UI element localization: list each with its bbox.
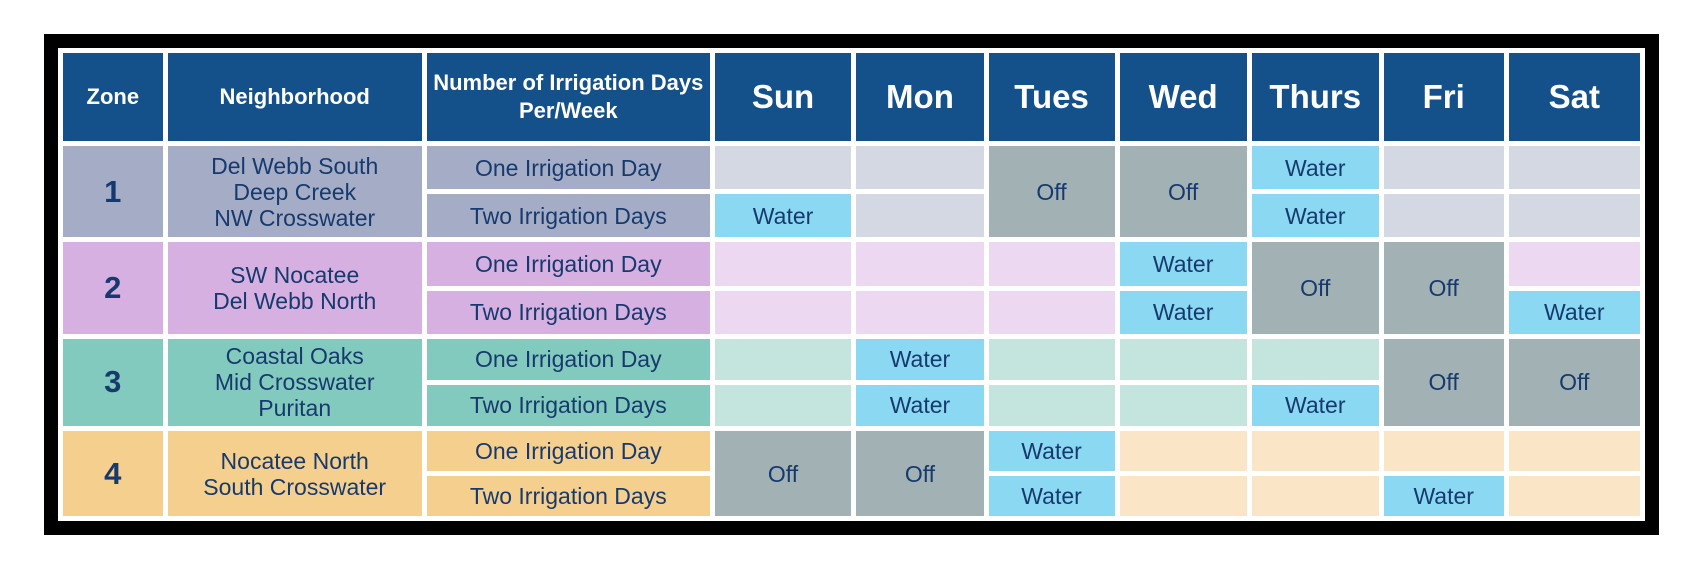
- one-irrigation-day-label: One Irrigation Day: [426, 146, 710, 190]
- empty-cell-thurs: [1251, 475, 1379, 516]
- header-zone: Zone: [63, 53, 163, 141]
- neighborhood-cell: Del Webb South Deep Creek NW Crosswater: [167, 146, 422, 238]
- water-cell-wed: Water: [1119, 242, 1247, 286]
- water-cell-mon: Water: [856, 384, 984, 426]
- header-fri: Fri: [1383, 53, 1504, 141]
- neighborhood-name: South Crosswater: [203, 473, 387, 500]
- two-irrigation-days-label: Two Irrigation Days: [426, 384, 710, 426]
- neighborhood-cell: Nocatee North South Crosswater: [167, 431, 422, 516]
- zone-4-one-day-row: 4 Nocatee North South Crosswater One Irriga…: [63, 431, 1640, 516]
- one-irrigation-day-label: One Irrigation Day: [426, 242, 710, 286]
- two-irrigation-days-label: Two Irrigation Days: [426, 194, 710, 238]
- empty-cell-mon: [856, 146, 984, 190]
- empty-cell-sat: [1508, 475, 1640, 516]
- water-cell-wed: Water: [1119, 290, 1247, 334]
- header-days-per-week: Number of Irrigation Days Per/Week: [426, 53, 710, 141]
- schedule-body: 1 Del Webb South Deep Creek NW Crosswater On…: [63, 146, 1640, 516]
- off-cell-sun: Off: [714, 431, 852, 516]
- neighborhood-cell: SW Nocatee Del Webb North: [167, 242, 422, 334]
- neighborhood-name: Coastal Oaks: [225, 343, 364, 370]
- zone-1-one-day-row: 1 Del Webb South Deep Creek NW Crosswater On…: [63, 146, 1640, 238]
- water-cell-thurs: Water: [1251, 146, 1379, 190]
- off-cell-tues: Off: [988, 146, 1115, 238]
- header-thurs: Thurs: [1251, 53, 1379, 141]
- empty-cell-fri: [1383, 146, 1504, 190]
- neighborhood-name: Del Webb South: [211, 152, 379, 179]
- zone-3-two-days-row: Two Irrigation Days Water Water: [63, 384, 1640, 426]
- header-sat: Sat: [1508, 53, 1640, 141]
- two-irrigation-days-label: Two Irrigation Days: [426, 290, 710, 334]
- water-cell-tues: Water: [988, 431, 1115, 471]
- header-mon: Mon: [856, 53, 984, 141]
- empty-cell-mon: [856, 242, 984, 286]
- empty-cell-thurs: [1251, 338, 1379, 380]
- off-cell-wed: Off: [1119, 146, 1247, 238]
- neighborhood-name: SW Nocatee: [230, 262, 360, 289]
- empty-cell-tues: [988, 384, 1115, 426]
- neighborhood-name: NW Crosswater: [214, 204, 376, 231]
- empty-cell-sun: [714, 384, 852, 426]
- empty-cell-wed: [1119, 431, 1247, 471]
- empty-cell-sat: [1508, 431, 1640, 471]
- empty-cell-fri: [1383, 431, 1504, 471]
- header-row: Zone Neighborhood Number of Irrigation D…: [63, 53, 1640, 141]
- zone-number: 4: [63, 431, 163, 516]
- empty-cell-wed: [1119, 384, 1247, 426]
- neighborhood-name: Del Webb North: [213, 288, 377, 315]
- off-cell-mon: Off: [856, 431, 984, 516]
- zone-number: 3: [63, 338, 163, 426]
- water-cell-sat: Water: [1508, 290, 1640, 334]
- off-cell-thurs: Off: [1251, 242, 1379, 334]
- empty-cell-tues: [988, 338, 1115, 380]
- empty-cell-mon: [856, 194, 984, 238]
- off-cell-fri: Off: [1383, 338, 1504, 426]
- header-sun: Sun: [714, 53, 852, 141]
- neighborhood-name: Puritan: [258, 395, 332, 422]
- zone-4-two-days-row: Two Irrigation Days Water Water: [63, 475, 1640, 516]
- neighborhood-name: Nocatee North: [220, 447, 369, 474]
- empty-cell-sat: [1508, 242, 1640, 286]
- header-neighborhood: Neighborhood: [167, 53, 422, 141]
- empty-cell-sun: [714, 146, 852, 190]
- empty-cell-mon: [856, 290, 984, 334]
- header-wed: Wed: [1119, 53, 1247, 141]
- neighborhood-name: Mid Crosswater: [214, 369, 375, 396]
- neighborhood-name: Deep Creek: [233, 178, 357, 205]
- water-cell-mon: Water: [856, 338, 984, 380]
- empty-cell-sat: [1508, 146, 1640, 190]
- water-cell-sun: Water: [714, 194, 852, 238]
- water-cell-fri: Water: [1383, 475, 1504, 516]
- off-cell-sat: Off: [1508, 338, 1640, 426]
- one-irrigation-day-label: One Irrigation Day: [426, 431, 710, 471]
- empty-cell-wed: [1119, 475, 1247, 516]
- empty-cell-sun: [714, 338, 852, 380]
- empty-cell-sat: [1508, 194, 1640, 238]
- water-cell-tues: Water: [988, 475, 1115, 516]
- empty-cell-fri: [1383, 194, 1504, 238]
- header-tues: Tues: [988, 53, 1115, 141]
- neighborhood-cell: Coastal Oaks Mid Crosswater Puritan: [167, 338, 422, 426]
- empty-cell-tues: [988, 242, 1115, 286]
- two-irrigation-days-label: Two Irrigation Days: [426, 475, 710, 516]
- empty-cell-thurs: [1251, 431, 1379, 471]
- schedule-panel: Zone Neighborhood Number of Irrigation D…: [58, 48, 1645, 521]
- zone-1-two-days-row: Two Irrigation Days Water Water: [63, 194, 1640, 238]
- schedule-frame: Zone Neighborhood Number of Irrigation D…: [44, 34, 1659, 535]
- zone-2-one-day-row: 2 SW Nocatee Del Webb North One Irrigation …: [63, 242, 1640, 334]
- one-irrigation-day-label: One Irrigation Day: [426, 338, 710, 380]
- irrigation-schedule-table: Zone Neighborhood Number of Irrigation D…: [58, 48, 1645, 521]
- zone-3-one-day-row: 3 Coastal Oaks Mid Crosswater Puritan One Ir…: [63, 338, 1640, 426]
- empty-cell-tues: [988, 290, 1115, 334]
- water-cell-thurs: Water: [1251, 384, 1379, 426]
- empty-cell-wed: [1119, 338, 1247, 380]
- empty-cell-sun: [714, 242, 852, 286]
- zone-number: 2: [63, 242, 163, 334]
- zone-2-two-days-row: Two Irrigation Days Water Water: [63, 290, 1640, 334]
- water-cell-thurs: Water: [1251, 194, 1379, 238]
- zone-number: 1: [63, 146, 163, 238]
- off-cell-fri: Off: [1383, 242, 1504, 334]
- empty-cell-sun: [714, 290, 852, 334]
